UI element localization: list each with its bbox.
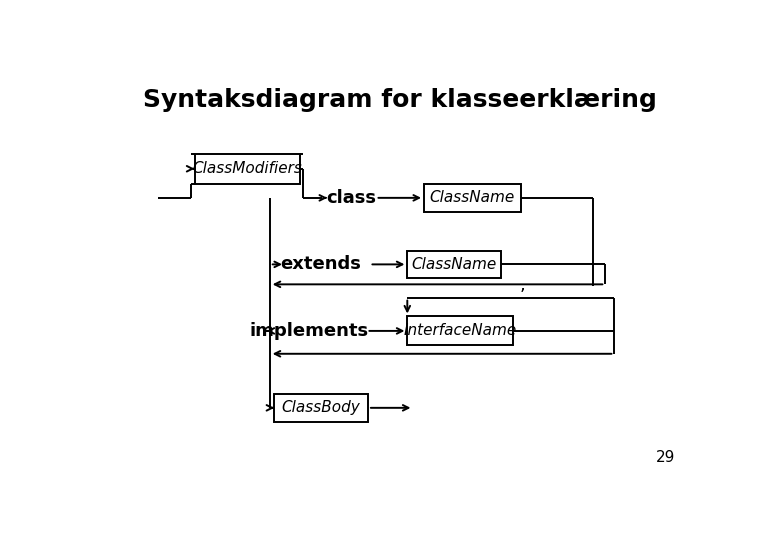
Text: ClassModifiers: ClassModifiers — [193, 161, 303, 176]
Text: InterfaceName: InterfaceName — [403, 323, 517, 339]
Text: 29: 29 — [655, 450, 675, 465]
Text: Syntaksdiagram for klasseerklæring: Syntaksdiagram for klasseerklæring — [143, 88, 657, 112]
FancyBboxPatch shape — [194, 154, 300, 184]
FancyBboxPatch shape — [275, 394, 368, 422]
Text: ClassName: ClassName — [430, 191, 515, 205]
Text: extends: extends — [281, 255, 362, 273]
Text: ClassName: ClassName — [412, 257, 497, 272]
Text: implements: implements — [250, 322, 369, 340]
Text: ClassBody: ClassBody — [282, 400, 360, 415]
FancyBboxPatch shape — [407, 316, 513, 346]
Text: class: class — [326, 189, 377, 207]
FancyBboxPatch shape — [407, 251, 501, 278]
FancyBboxPatch shape — [424, 184, 521, 212]
Text: ,: , — [520, 276, 526, 294]
